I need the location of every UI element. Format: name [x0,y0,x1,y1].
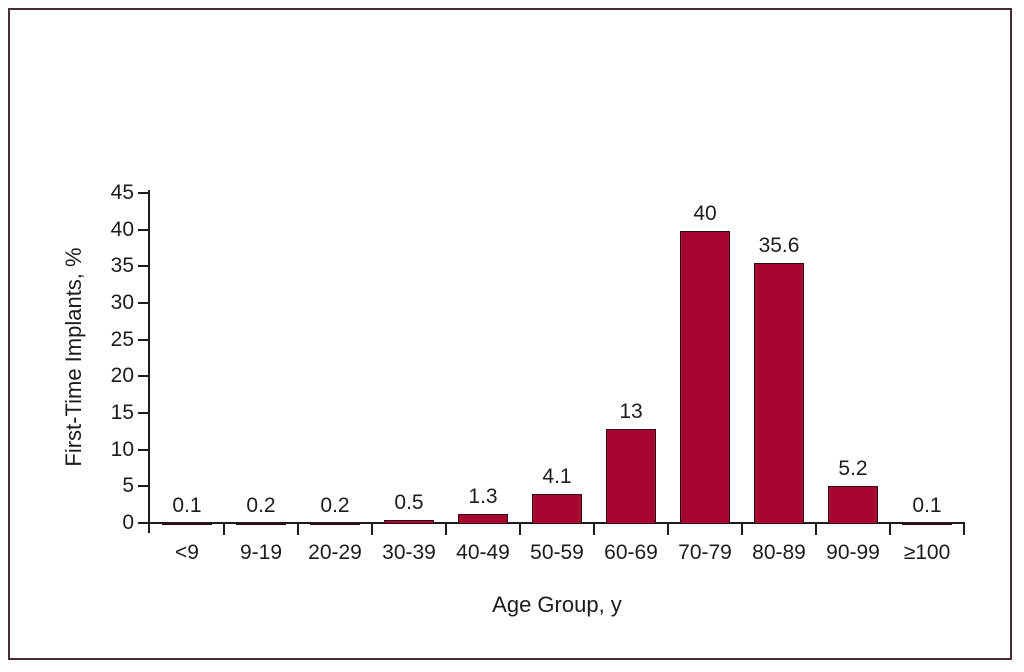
x-tick [889,524,891,535]
bar-value-label: 1.3 [468,485,498,509]
y-tick-label: 0 [122,511,134,534]
x-tick-label: <9 [175,541,199,564]
bar-value-label: 0.2 [246,493,276,517]
bar-7079 [680,230,730,524]
x-tick-label: 40-49 [456,541,510,564]
bar-value-label: 4.1 [542,464,572,488]
y-tick [138,485,148,488]
x-tick-label: 30-39 [382,541,436,564]
bar-2029 [310,522,360,525]
x-tick [667,524,669,535]
bar-919 [236,522,286,525]
x-tick-label: 80-89 [752,541,806,564]
y-tick-label: 5 [122,474,134,498]
bar-value-label: 0.5 [394,491,424,515]
bar-9099 [828,485,878,524]
x-tick-label: 90-99 [826,541,880,564]
y-tick-label: 30 [110,291,134,314]
bar-value-label: 13 [619,399,643,423]
bar-5059 [532,493,582,524]
y-tick-label: 40 [110,217,134,241]
x-tick-label: 50-59 [530,541,584,564]
x-tick [963,524,965,535]
bar-value-label: 0.2 [320,493,350,517]
x-tick [815,524,817,535]
bar-8089 [754,262,804,524]
x-tick-label: 20-29 [308,541,362,564]
x-tick [593,524,595,535]
bar-value-label: 35.6 [758,233,800,257]
y-tick [138,522,148,524]
x-tick [297,524,299,535]
x-tick-label: 60-69 [604,541,658,564]
x-tick [445,524,447,535]
y-tick-label: 10 [110,437,134,461]
x-axis-title: Age Group, y [492,592,622,617]
x-tick [223,524,225,535]
bar-3039 [384,520,434,524]
bar-value-label: 40 [693,201,717,225]
y-tick [138,375,148,378]
y-tick-label: 25 [110,327,134,351]
y-tick [138,228,148,231]
bar-100 [902,522,952,525]
bar-9 [162,522,212,525]
bar-6069 [606,428,656,524]
x-tick-label: 70-79 [678,541,732,564]
y-tick [138,448,148,451]
y-tick-label: 15 [110,401,134,424]
y-tick [138,192,148,194]
x-tick-label: ≥100 [903,541,951,564]
y-tick [138,412,148,414]
bar-value-label: 0.1 [172,494,202,518]
x-tick [371,524,373,535]
y-tick [138,265,148,268]
x-tick [519,524,521,535]
y-tick-label: 45 [110,181,134,204]
y-tick-label: 35 [110,254,134,278]
bar-4049 [458,514,508,524]
bar-value-label: 5.2 [838,456,868,480]
y-tick-label: 20 [110,364,134,388]
x-tick-label: 9-19 [239,541,283,564]
x-tick [741,524,743,535]
y-tick [138,302,148,304]
bar-value-label: 0.1 [912,494,942,518]
y-tick [138,338,148,341]
y-axis-line [148,190,150,533]
